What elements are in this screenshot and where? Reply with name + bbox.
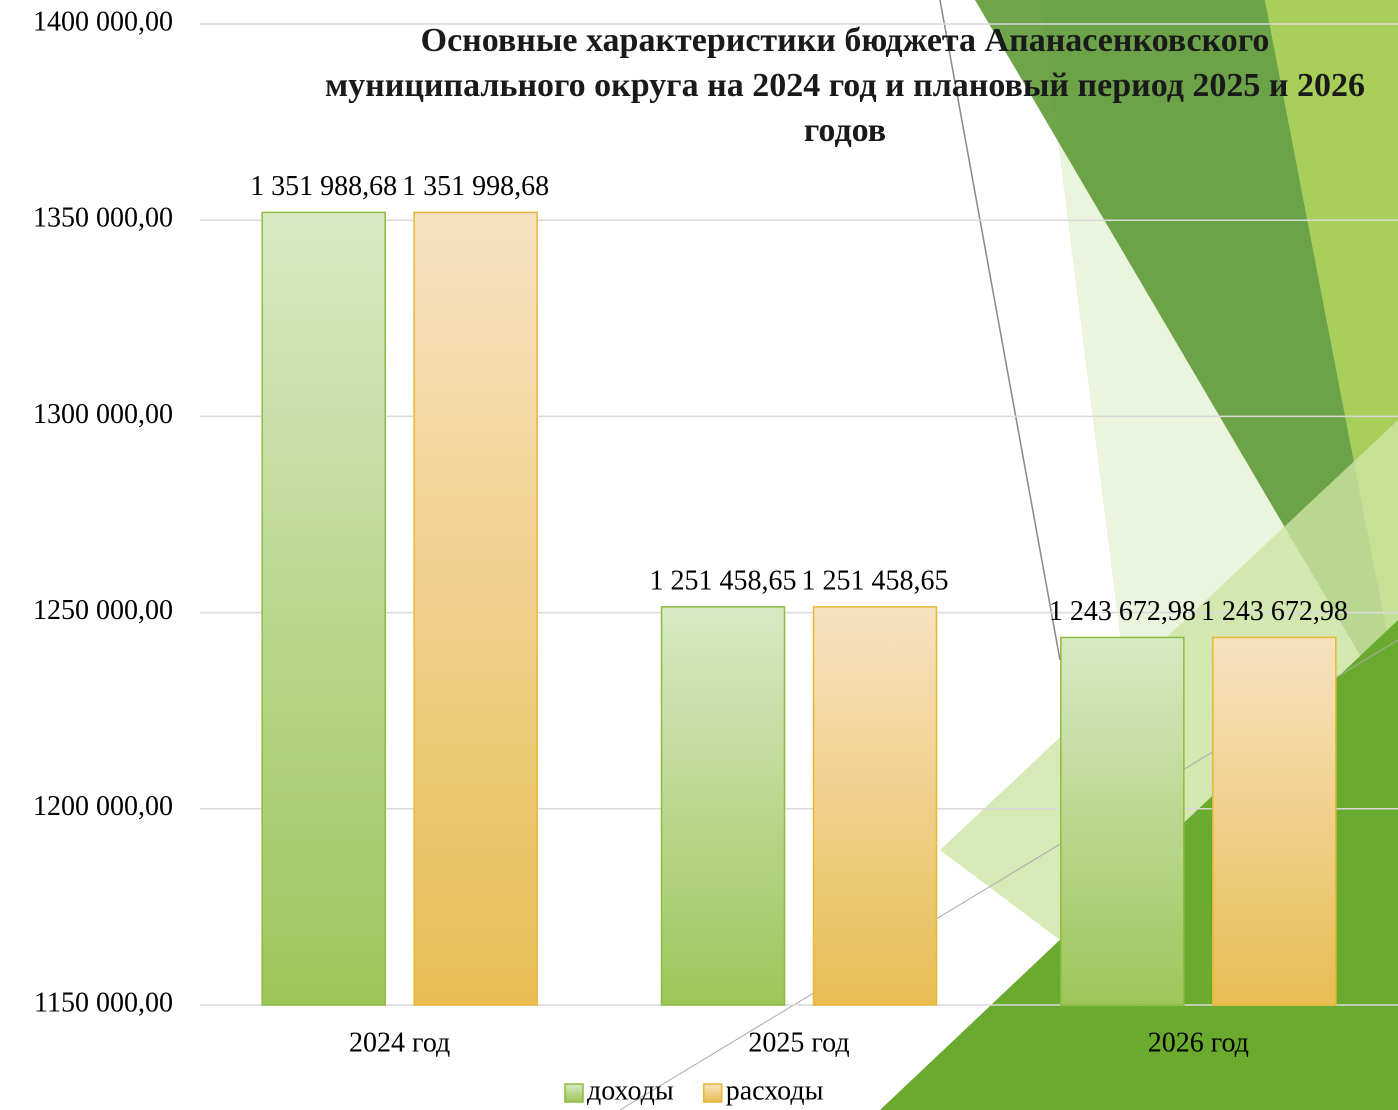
- value-label: 1 251 458,65: [802, 565, 949, 596]
- x-tick-label: 2026 год: [1148, 1027, 1249, 1058]
- bar: [1212, 636, 1337, 1006]
- y-tick-label: 1400 000,00: [33, 6, 173, 37]
- y-tick-label: 1250 000,00: [33, 595, 173, 626]
- value-label: 1 351 988,68: [250, 171, 397, 202]
- value-label: 1 251 458,65: [650, 565, 797, 596]
- bar: [261, 211, 386, 1006]
- legend-swatch: [564, 1083, 584, 1103]
- y-tick-label: 1300 000,00: [33, 399, 173, 430]
- bar: [1060, 636, 1185, 1006]
- x-tick-label: 2025 год: [748, 1027, 849, 1058]
- chart-title: Основные характеристики бюджета Апанасен…: [324, 22, 1366, 149]
- bar: [812, 606, 938, 1006]
- bar: [660, 606, 786, 1006]
- y-tick-label: 1200 000,00: [33, 791, 173, 822]
- legend-swatch: [702, 1083, 723, 1103]
- value-label: 1 243 672,98: [1049, 596, 1196, 627]
- y-tick-label: 1150 000,00: [34, 987, 173, 1018]
- legend-label: доходы: [587, 1075, 674, 1106]
- y-tick-label: 1350 000,00: [33, 203, 173, 234]
- bar: [413, 211, 538, 1006]
- value-label: 1 243 672,98: [1201, 596, 1348, 627]
- x-tick-label: 2024 год: [349, 1027, 450, 1058]
- value-label: 1 351 998,68: [402, 171, 549, 202]
- legend-label: расходы: [726, 1075, 824, 1106]
